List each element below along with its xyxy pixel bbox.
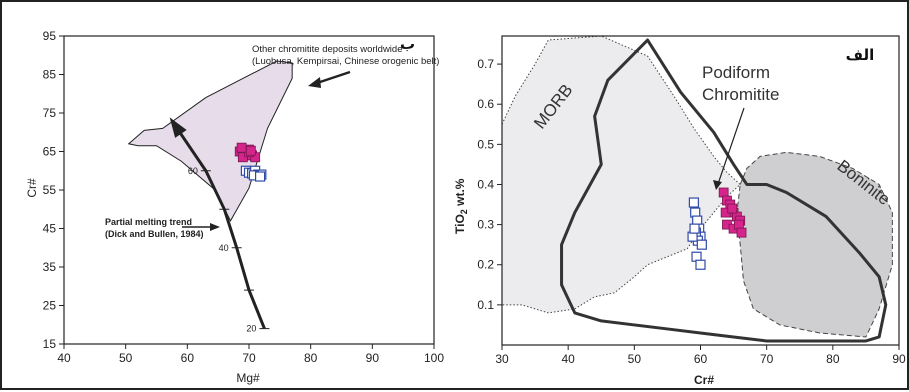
right-x-tick-label: 80 [826, 352, 840, 366]
field-pointer-arrowhead [308, 77, 321, 88]
left-y-tick-label: 45 [43, 222, 57, 236]
field-label-line2: (Luobusa, Kempirsai, Chinese orogenic be… [252, 56, 439, 67]
right-x-tick-label: 70 [760, 352, 774, 366]
podiform-chromitite-outline [560, 38, 888, 343]
left-y-tick-label: 55 [43, 183, 57, 197]
right-point [688, 197, 699, 208]
melting-trend-arrowhead [169, 117, 187, 138]
left-y-axis-label: Cr# [25, 178, 39, 198]
right-y-tick-label: 0.4 [477, 177, 494, 191]
left-panel-label: ب [400, 35, 415, 53]
trend-label-line2: (Dick and Bullen, 1984) [105, 229, 204, 239]
right-y-tick-label: 0.2 [477, 258, 494, 272]
left-chart-panel: 20 40 60 40 50 60 70 80 90 100 15 25 35 45 55 65 75 85 95… [25, 29, 444, 385]
left-point [236, 142, 247, 153]
left-y-tick-label: 35 [43, 260, 57, 274]
trend-label-line1: Partial melting trend [105, 217, 192, 227]
left-y-tick-label: 75 [43, 106, 57, 120]
podiform-pointer-arrowhead [713, 180, 722, 190]
left-y-tick-label: 85 [43, 68, 57, 82]
left-x-tick-label: 90 [366, 351, 380, 365]
right-point [696, 239, 707, 250]
left-y-tick-label: 25 [43, 299, 57, 313]
right-x-axis-label: Cr# [694, 373, 714, 387]
right-x-tick-label: 50 [628, 352, 642, 366]
right-chart-panel: 30 40 50 60 70 80 900.10.20.30.40.50.60.7 الف … [453, 35, 906, 387]
right-y-tick-label: 0.6 [477, 97, 494, 111]
left-x-tick-label: 100 [424, 351, 444, 365]
trend-tick-label: 20 [246, 324, 256, 334]
right-y-tick-label: 0.5 [477, 137, 494, 151]
right-y-axis-label: TiO2 wt.% [453, 178, 469, 234]
trend-tick-label: 60 [188, 166, 198, 176]
podiform-label-line1: Podiform [702, 63, 770, 82]
right-point [689, 223, 700, 234]
left-x-tick-label: 60 [181, 351, 195, 365]
right-y-tick-label: 0.3 [477, 218, 494, 232]
trend-pointer-arrowhead [210, 223, 220, 231]
left-point [245, 145, 256, 156]
right-y-label-sub: 2 [459, 209, 469, 214]
field-label-line1: Other chromitite deposits worldwide [252, 44, 402, 55]
right-panel-label: الف [846, 46, 875, 64]
left-point [237, 152, 248, 163]
right-x-tick-label: 90 [892, 352, 906, 366]
other-deposits-field [127, 60, 293, 222]
left-x-tick-label: 70 [242, 351, 256, 365]
right-y-tick-label: 0.7 [477, 57, 494, 71]
right-y-label-rest: wt.% [453, 178, 467, 209]
left-y-tick-label: 95 [43, 29, 57, 43]
right-y-tick-label: 0.1 [477, 298, 494, 312]
left-x-tick-label: 50 [119, 351, 133, 365]
podiform-pointer-line [717, 107, 745, 185]
right-x-tick-label: 30 [495, 352, 509, 366]
left-x-tick-label: 80 [304, 351, 318, 365]
melting-trend-line [170, 119, 266, 330]
podiform-label-line2: Chromitite [702, 85, 779, 104]
left-point [255, 171, 266, 182]
trend-tick-label: 40 [219, 243, 229, 253]
right-point [736, 227, 747, 238]
boninite-field [736, 151, 893, 338]
right-x-tick-label: 60 [694, 352, 708, 366]
left-y-tick-label: 15 [43, 337, 57, 351]
right-point [727, 203, 738, 214]
left-y-tick-label: 65 [43, 145, 57, 159]
left-x-tick-label: 40 [57, 351, 71, 365]
right-point [695, 259, 706, 270]
right-x-tick-label: 40 [561, 352, 575, 366]
left-x-axis-label: Mg# [236, 371, 260, 385]
right-y-label-main: TiO [453, 214, 467, 234]
